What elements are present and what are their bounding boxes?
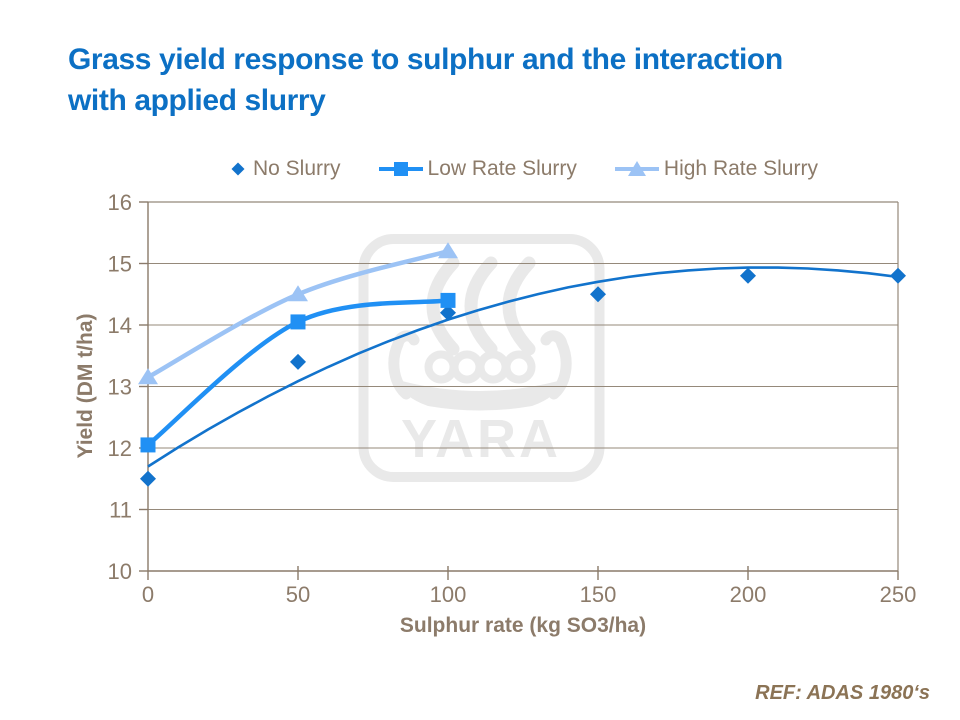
- square-marker: [440, 292, 456, 308]
- y-tick-label: 10: [108, 559, 132, 584]
- diamond-marker: [590, 286, 606, 303]
- trendline-no-slurry: [147, 266, 899, 468]
- watermark-shield: [424, 350, 458, 384]
- watermark-sail-arc: [464, 256, 498, 356]
- yara-watermark-logo: YARA: [358, 234, 605, 482]
- plot-gridlines: [148, 263, 898, 510]
- chart-legend: No Slurry Low Rate Slurry High Rate Slur…: [148, 154, 898, 184]
- low-rate-slurry-square-icon: [378, 162, 423, 176]
- series-high-rate-slurry: [138, 242, 458, 385]
- watermark-stern: [540, 330, 572, 400]
- no-slurry-diamond-icon: [231, 162, 245, 176]
- diamond-marker: [140, 470, 156, 487]
- page-title: Grass yield response to sulphur and the …: [68, 40, 928, 122]
- y-tick-label: 11: [109, 498, 132, 523]
- x-tick-label: 250: [880, 582, 917, 607]
- legend-label-no-slurry: No Slurry: [253, 157, 341, 180]
- title-line-1: Grass yield response to sulphur and the …: [68, 43, 783, 76]
- legend-item-no-slurry: No Slurry: [228, 157, 341, 181]
- watermark-shield: [450, 350, 484, 384]
- triangle-marker: [438, 242, 458, 259]
- diamond-marker: [290, 353, 306, 370]
- reference-text: REF: ADAS 1980‘s: [755, 682, 930, 704]
- watermark-sail-arc: [502, 256, 536, 356]
- series-low-rate-slurry: [140, 292, 456, 453]
- x-tick-label: 150: [580, 582, 617, 607]
- legend-item-low-rate-slurry: Low Rate Slurry: [378, 157, 577, 181]
- watermark-prow: [388, 330, 420, 400]
- y-tick-label: 14: [108, 313, 132, 338]
- watermark-sail-arc: [426, 256, 460, 356]
- watermark-text: YARA: [401, 409, 561, 469]
- high-rate-slurry-triangle-icon: [614, 161, 659, 176]
- x-tick-label: 200: [730, 582, 767, 607]
- y-tick-label: 16: [108, 190, 132, 215]
- legend-item-high-rate-slurry: High Rate Slurry: [614, 157, 818, 181]
- diamond-marker: [890, 267, 906, 284]
- watermark-frame: [358, 234, 605, 482]
- diamond-marker: [440, 304, 456, 321]
- x-axis-title: Sulphur rate (kg SO3/ha): [399, 614, 647, 637]
- square-marker: [140, 437, 156, 453]
- watermark-shield: [476, 350, 510, 384]
- triangle-marker: [138, 368, 158, 385]
- legend-label-high-rate-slurry: High Rate Slurry: [663, 157, 818, 180]
- diamond-marker: [740, 267, 756, 284]
- x-tick-label: 0: [142, 582, 154, 607]
- square-marker: [290, 314, 306, 330]
- x-tick-label: 50: [286, 582, 310, 607]
- y-tick-label: 15: [108, 252, 132, 277]
- watermark-shield: [502, 350, 536, 384]
- axis-ticks-and-labels: 10 11 12 13 14 15 16 0 50 100 150 200 250: [108, 190, 917, 607]
- title-line-2: with applied slurry: [68, 83, 326, 117]
- y-tick-label: 13: [108, 375, 132, 400]
- legend-label-low-rate-slurry: Low Rate Slurry: [427, 157, 577, 180]
- triangle-marker: [288, 285, 308, 302]
- series-no-slurry: [140, 266, 906, 487]
- watermark-hull: [398, 380, 562, 411]
- x-tick-label: 100: [430, 582, 467, 607]
- y-axis-title: Yield (DM t/ha): [74, 313, 97, 459]
- y-tick-label: 12: [108, 436, 132, 461]
